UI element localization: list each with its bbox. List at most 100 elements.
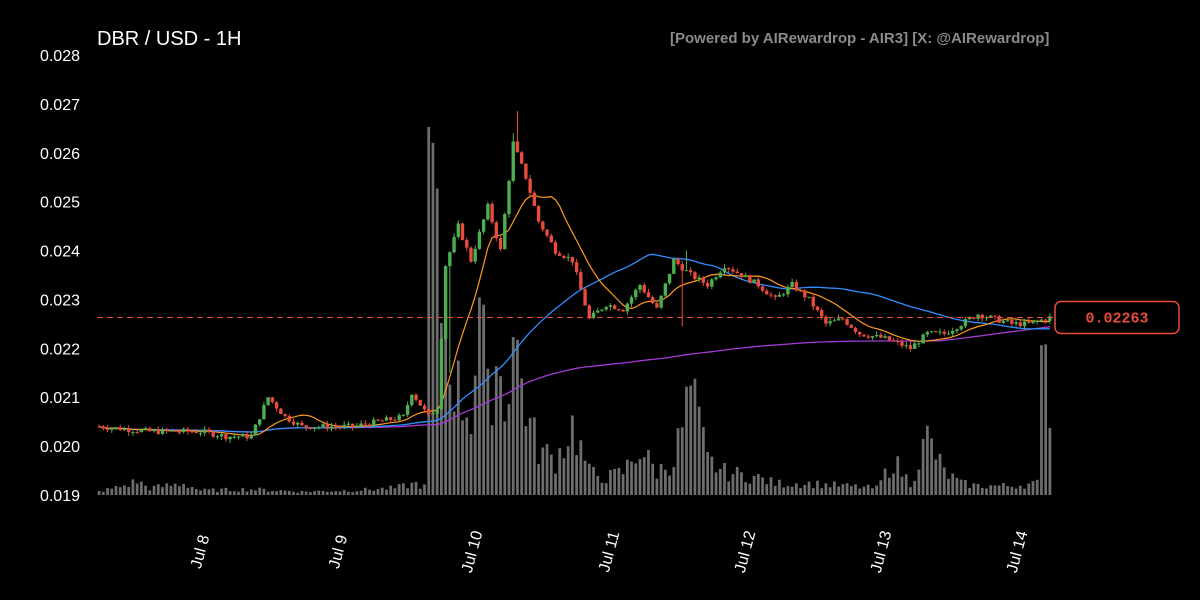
candle-body bbox=[448, 252, 452, 267]
candle-body bbox=[587, 305, 591, 319]
candle-body bbox=[219, 434, 224, 437]
volume-bar bbox=[820, 488, 824, 495]
volume-bar bbox=[207, 489, 211, 495]
candle-body bbox=[566, 256, 570, 258]
candle-body bbox=[232, 436, 237, 438]
candle-body bbox=[456, 223, 460, 237]
volume-bar bbox=[554, 473, 557, 495]
volume-bar bbox=[347, 491, 350, 495]
volume-bar bbox=[516, 339, 519, 495]
candle-body bbox=[786, 286, 790, 295]
volume-bar bbox=[1010, 486, 1014, 495]
volume-bar bbox=[203, 488, 207, 495]
candle-body bbox=[591, 312, 596, 319]
volume-bar bbox=[342, 490, 346, 495]
candle-body bbox=[486, 203, 490, 220]
volume-bar bbox=[545, 444, 549, 495]
volume-bar bbox=[456, 360, 460, 495]
candle-body bbox=[612, 305, 617, 310]
y-tick-label: 0.026 bbox=[40, 146, 80, 163]
candle-body bbox=[836, 318, 841, 321]
candle-body bbox=[705, 282, 710, 287]
candle-body bbox=[143, 428, 148, 430]
volume-bar bbox=[1002, 482, 1005, 495]
volume-bar bbox=[524, 426, 528, 495]
volume-bar bbox=[220, 488, 224, 495]
volume-bar bbox=[862, 486, 866, 495]
candle-body bbox=[629, 297, 634, 304]
volume-bar bbox=[921, 439, 925, 495]
volume-bar bbox=[723, 463, 726, 495]
candle-body bbox=[841, 318, 845, 320]
x-tick-label: Jul 12 bbox=[732, 529, 759, 575]
volume-bar bbox=[448, 384, 452, 495]
volume-bar bbox=[909, 487, 912, 495]
candle-body bbox=[287, 416, 291, 422]
volume-bar bbox=[528, 418, 532, 495]
candle-body bbox=[376, 419, 380, 421]
candle-body bbox=[532, 192, 537, 206]
candle-body bbox=[912, 343, 917, 349]
volume-bar bbox=[841, 484, 845, 495]
volume-bar bbox=[866, 484, 870, 495]
volume-bar bbox=[558, 448, 562, 495]
volume-bar bbox=[778, 479, 781, 495]
candle-body bbox=[646, 292, 651, 298]
volume-bar bbox=[1018, 485, 1022, 495]
candle-body bbox=[739, 273, 744, 278]
candle-body bbox=[334, 426, 338, 428]
candle-body bbox=[156, 429, 160, 434]
x-tick-label: Jul 9 bbox=[326, 533, 351, 570]
candle-body bbox=[536, 205, 541, 222]
candle-body bbox=[722, 268, 727, 273]
candle-body bbox=[346, 423, 351, 425]
candle-body bbox=[693, 272, 697, 280]
volume-bar bbox=[461, 420, 464, 495]
candle-body bbox=[494, 222, 499, 239]
candle-body bbox=[465, 239, 469, 248]
candle-body bbox=[773, 295, 777, 297]
volume-bar bbox=[228, 491, 232, 495]
volume-bar bbox=[1027, 483, 1031, 495]
candle-body bbox=[938, 331, 942, 333]
candle-body bbox=[372, 419, 376, 426]
volume-bar bbox=[765, 484, 769, 495]
candle-body bbox=[481, 219, 486, 232]
candle-body bbox=[1039, 319, 1044, 321]
candle-body bbox=[127, 428, 131, 433]
candle-body bbox=[621, 310, 625, 312]
volume-bar bbox=[444, 331, 447, 495]
candle-body bbox=[181, 428, 186, 432]
candle-body bbox=[752, 279, 756, 283]
volume-bar bbox=[410, 482, 414, 495]
volume-bar bbox=[879, 480, 883, 495]
volume-bar bbox=[672, 467, 676, 495]
candle-body bbox=[1022, 321, 1027, 327]
volume-bar bbox=[292, 491, 295, 495]
candle-body bbox=[105, 428, 110, 430]
volume-bar bbox=[469, 434, 473, 495]
candle-body bbox=[650, 297, 655, 304]
volume-bar bbox=[270, 490, 274, 495]
candle-body bbox=[452, 236, 456, 253]
candle-body bbox=[283, 414, 287, 417]
volume-bar bbox=[875, 485, 879, 495]
candle-body bbox=[908, 345, 913, 349]
volume-bar bbox=[951, 473, 955, 495]
volume-bar bbox=[511, 337, 515, 495]
volume-bar bbox=[275, 491, 278, 495]
volume-bar bbox=[849, 486, 853, 495]
volume-bar bbox=[541, 447, 545, 495]
volume-bar bbox=[334, 491, 338, 495]
volume-bar bbox=[503, 421, 507, 495]
candle-body bbox=[845, 319, 849, 325]
volume-bar bbox=[351, 492, 355, 495]
volume-bar bbox=[985, 488, 988, 495]
y-tick-label: 0.027 bbox=[40, 97, 80, 114]
volume-bar bbox=[486, 368, 490, 495]
candle-body bbox=[321, 424, 325, 427]
candle-body bbox=[976, 314, 980, 319]
volume-bar bbox=[604, 483, 608, 495]
volume-bar bbox=[621, 474, 625, 495]
volume-bar bbox=[892, 473, 895, 495]
